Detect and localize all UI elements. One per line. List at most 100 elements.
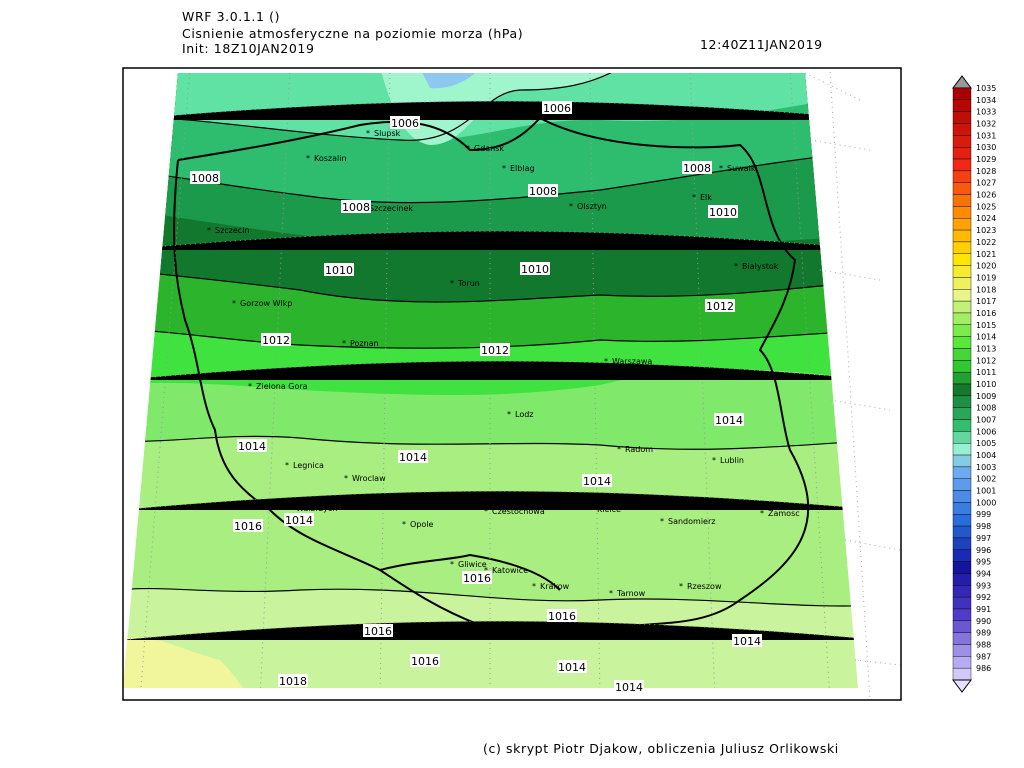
city-marker: * [532, 582, 536, 591]
colorbar-label: 1006 [976, 427, 996, 436]
isobar-label: 1010 [521, 263, 549, 276]
colorbar-label: 990 [976, 617, 991, 626]
city-label: Tarnow [616, 589, 646, 598]
city-marker: * [402, 520, 406, 529]
city-marker: * [507, 410, 511, 419]
map-frame [122, 67, 902, 701]
city-marker: * [502, 164, 506, 173]
colorbar-label: 1027 [976, 179, 996, 188]
colorbar-label: 1025 [976, 202, 996, 211]
isobar-label: 1008 [683, 162, 711, 175]
isobar-label: 1014 [558, 661, 586, 674]
city-marker: * [760, 509, 764, 518]
credits: (c) skrypt Piotr Djakow, obliczenia Juli… [483, 741, 839, 756]
colorbar-label: 1033 [976, 108, 996, 117]
city-label: Szczecinek [369, 204, 413, 213]
isobar-label-bg [462, 571, 492, 584]
isobar-label: 1008 [529, 185, 557, 198]
city-marker: * [692, 193, 696, 202]
isobar-label: 1016 [548, 610, 576, 623]
city-label: Kielce [597, 505, 621, 514]
city-label: Gorzow Wlkp [240, 299, 292, 308]
colorbar-label: 1002 [976, 475, 996, 484]
colorbar-label: 991 [976, 605, 991, 614]
colorbar-label: 1014 [976, 333, 996, 342]
colorbar-swatch [952, 135, 972, 148]
city-label: Warszawa [612, 357, 652, 366]
colorbar-label: 999 [976, 510, 991, 519]
colorbar-swatch [952, 525, 972, 539]
isobar-label-bg [233, 519, 263, 532]
isobar-label-bg [480, 343, 510, 356]
city-label: Lodz [515, 410, 534, 419]
city-label: Wroclaw [352, 474, 386, 483]
city-marker: * [466, 144, 470, 153]
colorbar-swatch [952, 194, 972, 207]
isobar-label: 1014 [285, 514, 313, 527]
isobar-label-bg [557, 660, 587, 673]
valid-time: 12:40Z11JAN2019 [700, 37, 823, 52]
colorbar: 1035 1034 1033 1032 1031 1030 1029 1028 1027 1026… [952, 75, 996, 693]
init-time: Init: 18Z10JAN2019 [182, 41, 315, 56]
colorbar-swatch [952, 277, 972, 290]
isobar-label: 1014 [615, 681, 643, 694]
colorbar-swatch [952, 632, 972, 645]
isobar-label-bg [284, 513, 314, 526]
colorbar-swatch [952, 123, 972, 136]
isobar-label-bg [324, 263, 354, 276]
isobar-label: 1016 [411, 655, 439, 668]
colorbar-label: 997 [976, 534, 991, 543]
colorbar-swatch [952, 241, 972, 254]
isobar-label-bg [278, 674, 308, 687]
isobar-label: 1010 [325, 264, 353, 277]
isobar-label: 1014 [715, 414, 743, 427]
city-marker: * [569, 202, 573, 211]
colorbar-swatch [952, 620, 972, 633]
isobar-label: 1008 [191, 172, 219, 185]
city-label: Slupsk [374, 129, 401, 138]
colorbar-swatch [952, 490, 972, 503]
colorbar-swatch [952, 360, 972, 373]
isobar-label: 1016 [463, 572, 491, 585]
colorbar-label: 996 [976, 546, 991, 555]
colorbar-swatch [952, 146, 972, 160]
colorbar-label: 995 [976, 558, 991, 567]
colorbar-label: 1011 [976, 368, 996, 377]
isobar-label-bg [341, 200, 371, 213]
city-label: Zamosc [768, 509, 800, 518]
colorbar-swatch [952, 466, 972, 479]
colorbar-swatch [952, 573, 972, 586]
colorbar-label: 1019 [976, 273, 996, 282]
city-marker: * [679, 582, 683, 591]
isobar-label: 1016 [234, 520, 262, 533]
isobar-label-bg [390, 116, 420, 129]
colorbar-label: 998 [976, 522, 991, 531]
isobar-label: 1018 [279, 675, 307, 688]
colorbar-label: 1005 [976, 439, 996, 448]
city-label: Olsztyn [577, 202, 607, 211]
isobar-label: 1012 [706, 300, 734, 313]
city-label: Radom [625, 445, 653, 454]
colorbar-swatch [952, 561, 972, 574]
city-label: Gliwice [458, 560, 487, 569]
city-marker: * [617, 445, 621, 454]
city-marker: * [207, 226, 211, 235]
colorbar-label: 1003 [976, 463, 996, 472]
city-label: Sandomierz [668, 517, 715, 526]
colorbar-label: 1028 [976, 167, 996, 176]
isobar-label-bg [528, 184, 558, 197]
colorbar-swatch [952, 667, 972, 681]
city-marker: * [232, 299, 236, 308]
city-marker: * [450, 560, 454, 569]
outer-grid [804, 71, 901, 701]
colorbar-swatch [952, 229, 972, 243]
city-label: Elk [700, 193, 712, 202]
colorbar-label: 1022 [976, 238, 996, 247]
city-marker: * [712, 456, 716, 465]
city-marker: * [285, 461, 289, 470]
city-marker: * [366, 129, 370, 138]
isobar-label-bg [520, 262, 550, 275]
colorbar-label: 1030 [976, 143, 996, 152]
city-marker: * [604, 357, 608, 366]
colorbar-swatch [952, 312, 972, 325]
